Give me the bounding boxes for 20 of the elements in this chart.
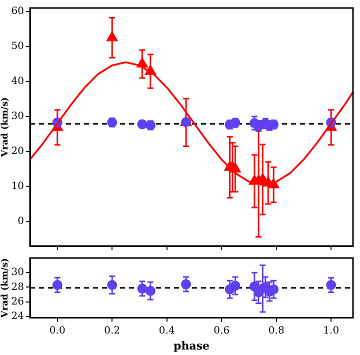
- y-tick-label: 10: [11, 181, 24, 192]
- y-tick-label: 40: [11, 76, 24, 88]
- x-axis-title: phase: [173, 339, 210, 352]
- y-tick-label: 20: [11, 146, 24, 158]
- y-tick-label: 24: [11, 310, 24, 322]
- y-tick-label: 50: [11, 41, 24, 52]
- x-tick-label: 0.8: [268, 325, 284, 336]
- x-tick-label: 0.0: [49, 325, 66, 336]
- y-tick-label: 0: [18, 216, 24, 228]
- y-axis-title: Vrad (km/s): [0, 258, 11, 319]
- x-tick-label: 0.2: [104, 325, 120, 336]
- x-tick-label: 0.6: [214, 325, 230, 336]
- x-tick-label: 0.4: [158, 325, 175, 336]
- y-tick-label: 30: [11, 267, 24, 278]
- y-tick-label: 28: [11, 282, 24, 293]
- y-axis-title: Vrad (km/s): [0, 97, 11, 158]
- y-tick-label: 30: [11, 111, 24, 122]
- y-tick-label: 26: [11, 296, 24, 308]
- y-tick-label: 60: [11, 6, 24, 18]
- x-tick-label: 1.0: [323, 325, 340, 336]
